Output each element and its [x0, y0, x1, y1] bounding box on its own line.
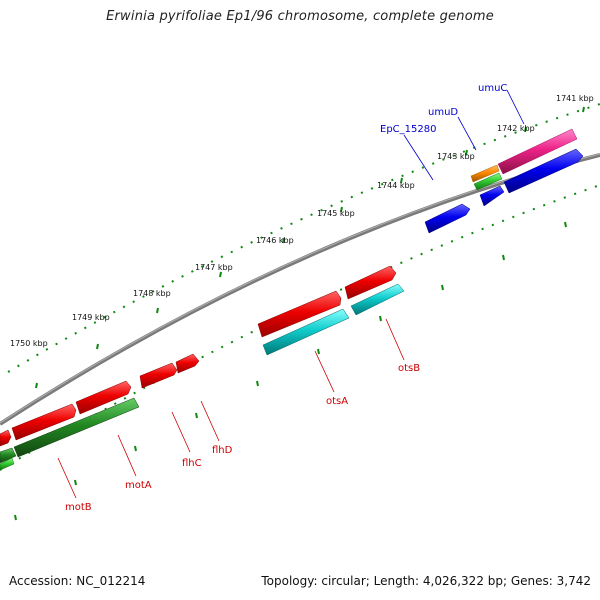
outer-tick-track	[7, 103, 600, 373]
tick-label: 1745 kbp	[317, 209, 355, 218]
gene-arrow-orange[interactable]	[470, 164, 500, 183]
gene-label-flhD[interactable]: flhD	[212, 445, 233, 456]
forward-genes	[0, 128, 584, 447]
tick-label: 1750 kbp	[10, 339, 48, 348]
genome-backbone	[0, 153, 600, 426]
gene-label-motA[interactable]: motA	[125, 480, 152, 491]
gene-arrow-red-edge[interactable]	[0, 429, 12, 447]
gene-arrow-otsB[interactable]	[350, 283, 405, 316]
genome-backbone-highlight	[0, 153, 600, 424]
gene-arrow-lightgreen-edge[interactable]	[0, 457, 15, 471]
gene-arrow-red-b[interactable]	[257, 290, 342, 338]
tick-label: 1743 kbp	[437, 152, 475, 161]
gene-arrow-red-motA[interactable]	[75, 380, 132, 415]
gene-label-motB[interactable]: motB	[65, 502, 92, 513]
gene-labels: umuC umuD EpC_15280 otsB otsA flhD flhC …	[65, 83, 507, 513]
tick-label: 1744 kbp	[377, 181, 415, 190]
tick-label: 1747 kbp	[195, 263, 233, 272]
gene-label-EpC_15280[interactable]: EpC_15280	[380, 124, 436, 135]
gene-arrow-blue-1[interactable]	[479, 185, 505, 207]
genome-stats-text: Topology: circular; Length: 4,026,322 bp…	[261, 574, 591, 588]
major-ticks-inner	[14, 221, 567, 521]
gene-arrow-umuC[interactable]	[497, 128, 578, 175]
tick-label: 1741 kbp	[556, 94, 594, 103]
reverse-genes	[0, 283, 405, 471]
gene-label-otsA[interactable]: otsA	[326, 396, 348, 407]
gene-arrow-lightgreen[interactable]	[473, 172, 503, 191]
genome-title: Erwinia pyrifoliae Ep1/96 chromosome, co…	[106, 9, 494, 24]
accession-text: Accession: NC_012214	[9, 574, 146, 588]
gene-label-umuC[interactable]: umuC	[478, 83, 507, 94]
gene-arrow-green-edge[interactable]	[0, 447, 17, 464]
gene-label-otsB[interactable]: otsB	[398, 363, 420, 374]
gene-arrow-red-motB[interactable]	[11, 403, 77, 441]
gene-arrow-green-long[interactable]	[13, 397, 140, 458]
tick-labels: 1741 kbp 1742 kbp 1743 kbp 1744 kbp 1745…	[10, 94, 594, 348]
gene-arrow-red-a[interactable]	[344, 265, 397, 300]
gene-label-umuD[interactable]: umuD	[428, 107, 458, 118]
gene-arrow-red-flhD[interactable]	[175, 353, 200, 374]
tick-label: 1749 kbp	[72, 313, 110, 322]
label-leaders	[57, 89, 525, 499]
tick-label: 1746 kbp	[256, 236, 294, 245]
gene-arrow-red-flhC[interactable]	[139, 362, 178, 389]
gene-arrow-otsA[interactable]	[262, 308, 350, 356]
gene-label-flhC[interactable]: flhC	[182, 458, 202, 469]
gene-arrow-EpC_15280[interactable]	[424, 203, 471, 234]
gene-arrow-blue-2[interactable]	[503, 148, 584, 194]
major-ticks-outer	[35, 106, 585, 389]
tick-label: 1742 kbp	[497, 124, 535, 133]
tick-label: 1748 kbp	[133, 289, 171, 298]
